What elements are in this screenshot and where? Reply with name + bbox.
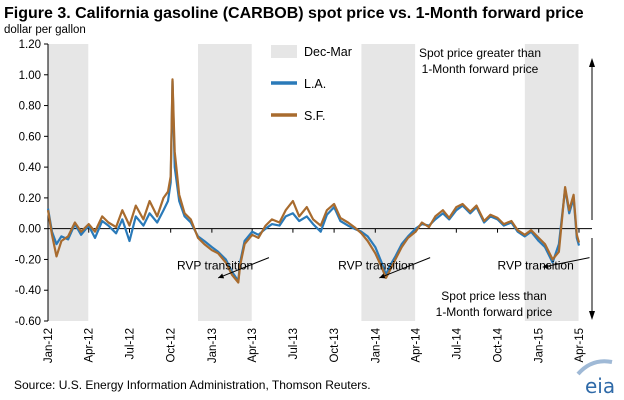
legend-swatch-shaded [271, 45, 297, 58]
axes [47, 44, 592, 321]
rvp-arrowhead-1 [379, 273, 386, 279]
eia-logo: eia [576, 359, 615, 398]
annotations: RVP transition RVP transition RVP transiti… [177, 257, 590, 279]
y-tick-label: 0.00 [19, 224, 41, 236]
legend-label-la: L.A. [304, 77, 326, 91]
series-lines [46, 78, 581, 284]
rvp-annotation-1: RVP transition [338, 259, 414, 273]
direction-notes: Spot price greater than 1-Month forward … [419, 46, 595, 320]
y-tick-label: 0.20 [19, 193, 41, 205]
shaded-period-2 [361, 44, 416, 321]
logo-swoosh [576, 359, 613, 376]
shaded-period-0 [48, 44, 89, 321]
y-tick-label: 1.20 [19, 39, 41, 51]
x-tick-label: Jan-12 [43, 328, 55, 363]
x-tick-label: Jul-12 [124, 328, 136, 359]
rvp-annotation-2: RVP transition [498, 259, 574, 273]
logo-text: eia [585, 374, 615, 398]
rvp-arrowhead-2 [542, 263, 549, 269]
rvp-arrow-1 [379, 257, 431, 279]
x-tick-label: Oct-12 [166, 328, 178, 363]
y-tick-label: 0.40 [19, 162, 41, 174]
x-tick-label: Apr-13 [247, 328, 259, 363]
x-tick-label: Apr-14 [411, 327, 423, 362]
x-tick-label: Apr-15 [574, 328, 586, 363]
source-note: Source: U.S. Energy Information Administ… [14, 378, 371, 392]
series-line-la [46, 79, 581, 283]
arrow-up-head [589, 58, 595, 67]
legend-label-sf: S.F. [304, 109, 326, 123]
legend: Dec-Mar L.A. S.F. [271, 45, 352, 123]
x-tick-label: Jan-15 [534, 328, 546, 363]
x-tick-label: Oct-13 [329, 328, 341, 363]
x-tick-label: Jan-13 [207, 328, 219, 363]
shaded-period-1 [197, 44, 252, 321]
y-tick-label: 1.00 [19, 70, 41, 82]
y-tick-label: -0.20 [15, 254, 41, 266]
note-above-line-1: Spot price greater than [419, 46, 541, 60]
y-axis-unit-label: dollar per gallon [4, 24, 86, 36]
rvp-arrow-2 [542, 257, 590, 268]
y-tick-labels: 1.20 1.00 0.80 0.60 0.40 0.20 0.00 -0.20 -0.40 -0… [15, 39, 48, 328]
y-tick-label: 0.80 [19, 101, 41, 113]
note-below-line-1: Spot price less than [441, 289, 546, 303]
series-line-sf [46, 78, 581, 284]
y-tick-label: -0.60 [15, 316, 41, 328]
x-tick-label: Apr-12 [84, 328, 96, 363]
x-tick-label: Jul-13 [288, 328, 300, 359]
seasonal-shading [48, 44, 579, 321]
note-below-line-2: 1-Month forward price [436, 305, 553, 319]
x-tick-labels: Jan-12 Apr-12 Jul-12 Oct-12 Jan-13 Apr-13 Jul-… [43, 228, 586, 363]
shaded-period-3 [524, 44, 579, 321]
x-tick-label: Oct-14 [493, 327, 505, 362]
x-tick-label: Jan-14 [370, 327, 382, 363]
rvp-arrow-0 [217, 257, 270, 279]
x-tick-label: Jul-14 [451, 327, 463, 359]
y-tick-label: -0.40 [15, 285, 41, 297]
y-tick-label: 0.60 [19, 131, 41, 143]
rvp-arrowhead-0 [218, 273, 225, 279]
rvp-annotation-0: RVP transition [177, 259, 253, 273]
legend-label-shaded: Dec-Mar [304, 45, 352, 59]
arrow-down-head [589, 311, 595, 320]
note-above-line-2: 1-Month forward price [422, 62, 539, 76]
chart-title: Figure 3. California gasoline (CARBOB) s… [4, 5, 584, 22]
